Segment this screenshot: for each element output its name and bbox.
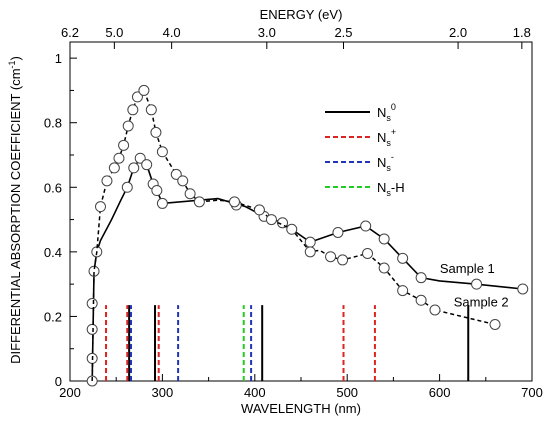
sample-1-point <box>517 283 529 295</box>
sample-2-point <box>265 214 277 226</box>
legend-base: N <box>377 155 386 170</box>
sample-2-point <box>118 139 130 151</box>
legend-sup: 0 <box>391 102 396 112</box>
sample-2-point <box>138 84 150 96</box>
sample-2-point <box>415 294 427 306</box>
legend-label: Ns- <box>377 152 394 173</box>
legend-sub: s <box>386 188 391 198</box>
legend-sub: s <box>386 113 391 123</box>
sample-2-point <box>108 162 120 174</box>
y-tick-label: 0.2 <box>44 309 62 324</box>
legend-base: N <box>377 105 386 120</box>
sample-2-point <box>304 246 316 258</box>
sample-2-point <box>228 196 240 208</box>
legend-label: Ns-H <box>377 180 405 198</box>
sample-2-point <box>397 285 409 297</box>
top-axis-label: ENERGY (eV) <box>260 7 343 22</box>
legend-sup: - <box>391 152 394 162</box>
x-tick-label: 600 <box>429 385 451 400</box>
legend-base: N <box>377 130 386 145</box>
x-tick-label: 300 <box>152 385 174 400</box>
y-tick-label: 0.8 <box>44 116 62 131</box>
sample-2-point <box>489 319 501 330</box>
legend-suffix: -H <box>391 180 405 195</box>
sample-1-point <box>332 226 344 238</box>
sample-2-point <box>325 251 337 263</box>
sample-1-point <box>471 278 483 290</box>
sample-2-point <box>286 223 298 235</box>
legend-base: N <box>377 180 386 195</box>
sample-1-point <box>397 252 409 264</box>
legend-label: Ns+ <box>377 127 396 148</box>
sample-1-point <box>378 233 390 245</box>
sample-1-point <box>360 220 372 232</box>
sample-2-point <box>170 168 182 180</box>
legend-sub: s <box>386 163 391 173</box>
axes-layer: 200 300 400 500 600 700 0 0.2 0.4 0.6 0.8 1 6.2 5.0 4.… <box>44 25 543 400</box>
stick-lines-layer <box>105 305 470 381</box>
sample-2-point <box>94 201 106 213</box>
top-tick-label: 4.0 <box>163 25 181 40</box>
sample-1-point <box>415 272 427 284</box>
sample-1-point <box>128 162 140 174</box>
top-tick-label: 5.0 <box>105 25 123 40</box>
x-tick-label: 700 <box>521 385 543 400</box>
sample-1-point <box>134 152 146 164</box>
sample-1-point <box>86 323 98 335</box>
y-axis-label: DIFFERENTIAL ABSORPTION COEFFICIENT (cm-… <box>7 56 23 364</box>
sample-2-point <box>362 247 374 259</box>
series-label: Sample 2 <box>454 295 509 310</box>
x-axis-label: WAVELENGTH (nm) <box>241 401 361 416</box>
y-axis-label-close: ) <box>8 56 23 60</box>
sample-2-point <box>177 175 189 187</box>
sample-2-point <box>122 120 134 132</box>
y-tick-label: 1 <box>55 51 62 66</box>
sample-1-point <box>86 298 98 310</box>
sample-1-point <box>304 236 316 248</box>
top-tick-label: 2.5 <box>334 25 352 40</box>
sample-2-point <box>253 204 265 216</box>
top-tick-label: 1.8 <box>513 25 531 40</box>
sample-2-point <box>156 146 168 158</box>
top-tick-label: 6.2 <box>61 25 79 40</box>
sample-2-point <box>131 91 143 103</box>
x-tick-label: 400 <box>244 385 266 400</box>
sample-2-point <box>378 262 390 274</box>
sample-2-point <box>184 188 196 200</box>
y-tick-label: 0 <box>55 374 62 389</box>
sample-2-point <box>145 104 157 116</box>
sample-1-point <box>141 159 153 171</box>
y-axis-label-sup: -1 <box>7 60 17 68</box>
x-tick-label: 500 <box>336 385 358 400</box>
legend-label: Ns0 <box>377 102 396 123</box>
sample-2-point <box>113 152 125 164</box>
x-tick-label: 200 <box>59 385 81 400</box>
sample-2-point <box>127 104 139 116</box>
sample-2-point <box>193 196 205 208</box>
legend-sub: s <box>386 138 391 148</box>
sample-2-line <box>91 89 496 382</box>
series-label: Sample 1 <box>440 261 495 276</box>
sample-1-point <box>156 197 168 209</box>
y-axis-label-main: DIFFERENTIAL ABSORPTION COEFFICIENT (cm <box>8 68 23 363</box>
y-tick-label: 0.6 <box>44 180 62 195</box>
sample-2-point <box>101 175 113 187</box>
sample-2-point <box>429 304 441 316</box>
top-tick-label: 2.0 <box>449 25 467 40</box>
top-tick-label: 3.0 <box>258 25 276 40</box>
y-tick-label: 0.4 <box>44 245 62 260</box>
legend-sup: + <box>391 127 396 137</box>
sample-1-point <box>151 185 163 197</box>
sample-2-point <box>150 126 162 138</box>
sample-1-point <box>121 181 133 193</box>
series-layer: Sample 1 Sample 2 <box>86 84 529 387</box>
sample-2-point <box>337 254 349 266</box>
